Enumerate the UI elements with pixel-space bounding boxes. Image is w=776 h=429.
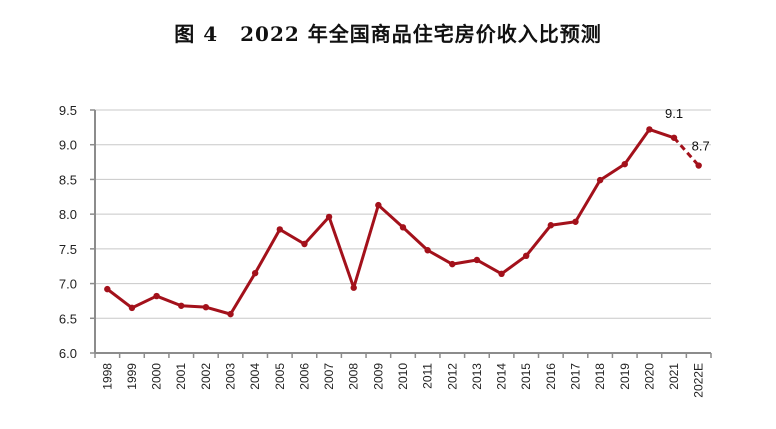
data-point	[153, 292, 160, 300]
x-tick-label: 2021	[667, 363, 681, 390]
x-tick-label: 2006	[297, 363, 311, 390]
data-point	[695, 162, 702, 169]
x-tick-label: 2020	[642, 363, 656, 390]
y-tick-label: 9.5	[59, 103, 77, 118]
x-tick-label: 2019	[618, 363, 632, 390]
data-point	[424, 247, 431, 254]
data-point	[399, 224, 407, 231]
data-point	[498, 270, 505, 278]
data-point	[449, 260, 456, 268]
y-tick-label: 7.0	[59, 277, 77, 292]
series-line-forecast	[672, 136, 700, 167]
y-tick-label: 6.0	[59, 346, 77, 361]
x-tick-label: 2008	[347, 363, 361, 390]
data-point	[104, 285, 111, 293]
data-point	[670, 134, 678, 141]
x-tick-label: 2010	[396, 363, 410, 390]
figure-title-text: 2022 年全国商品住宅房价收入比预测	[240, 22, 602, 46]
x-tick-label: 2014	[495, 363, 509, 390]
data-point	[621, 160, 628, 168]
data-point	[202, 303, 210, 311]
data-point	[572, 218, 579, 225]
data-point	[523, 252, 530, 259]
data-point	[375, 201, 382, 209]
data-point	[646, 126, 653, 133]
gridlines	[95, 109, 711, 319]
figure-number: 图 4	[174, 22, 219, 46]
data-labels: 9.1 8.7	[665, 106, 710, 154]
y-axis: 6.0 6.5 7.0 7.5 8.0 8.5 9.0 9.5	[59, 103, 96, 361]
x-tick-label: 2003	[224, 363, 238, 390]
data-point	[596, 176, 604, 184]
y-tick-label: 9.0	[59, 138, 77, 153]
data-point	[473, 256, 481, 264]
data-label: 9.1	[665, 106, 683, 121]
x-axis: 1998 1999 2000 2001 2002 2003 2004 2005 2006 2007…	[94, 352, 712, 398]
data-point	[251, 269, 259, 277]
x-tick-label: 2009	[371, 363, 385, 390]
data-point	[301, 240, 308, 248]
data-series	[104, 126, 702, 318]
x-tick-label: 2017	[568, 363, 582, 390]
y-tick-label: 7.5	[59, 242, 77, 257]
x-tick-label: 1999	[125, 363, 139, 390]
data-point	[128, 304, 136, 312]
data-point	[547, 222, 555, 229]
x-tick-label: 2005	[273, 363, 287, 390]
x-tick-label: 2018	[593, 363, 607, 390]
data-point	[178, 302, 185, 309]
x-tick-label: 2004	[248, 363, 262, 390]
x-tick-label: 2012	[445, 363, 459, 390]
x-tick-label: 1998	[100, 363, 114, 390]
x-tick-label: 2000	[150, 363, 164, 390]
y-tick-label: 8.0	[59, 207, 77, 222]
data-point	[227, 310, 234, 318]
x-tick-label: 2001	[174, 363, 188, 390]
y-tick-label: 6.5	[59, 311, 77, 326]
data-label: 8.7	[692, 139, 710, 154]
x-tick-label: 2011	[421, 363, 435, 389]
data-point	[325, 213, 333, 221]
chart-title: 图 4 2022 年全国商品住宅房价收入比预测	[0, 18, 776, 47]
series-line-actual	[106, 127, 675, 316]
data-point	[276, 226, 283, 233]
x-tick-label: 2013	[470, 363, 484, 390]
data-point	[350, 284, 357, 291]
x-tick-label: 2002	[199, 363, 213, 390]
y-tick-label: 8.5	[59, 172, 77, 187]
x-tick-label: 2022E	[692, 363, 706, 398]
x-tick-label: 2016	[544, 363, 558, 390]
x-tick-label: 2007	[322, 363, 336, 390]
x-tick-label: 2015	[519, 363, 533, 390]
